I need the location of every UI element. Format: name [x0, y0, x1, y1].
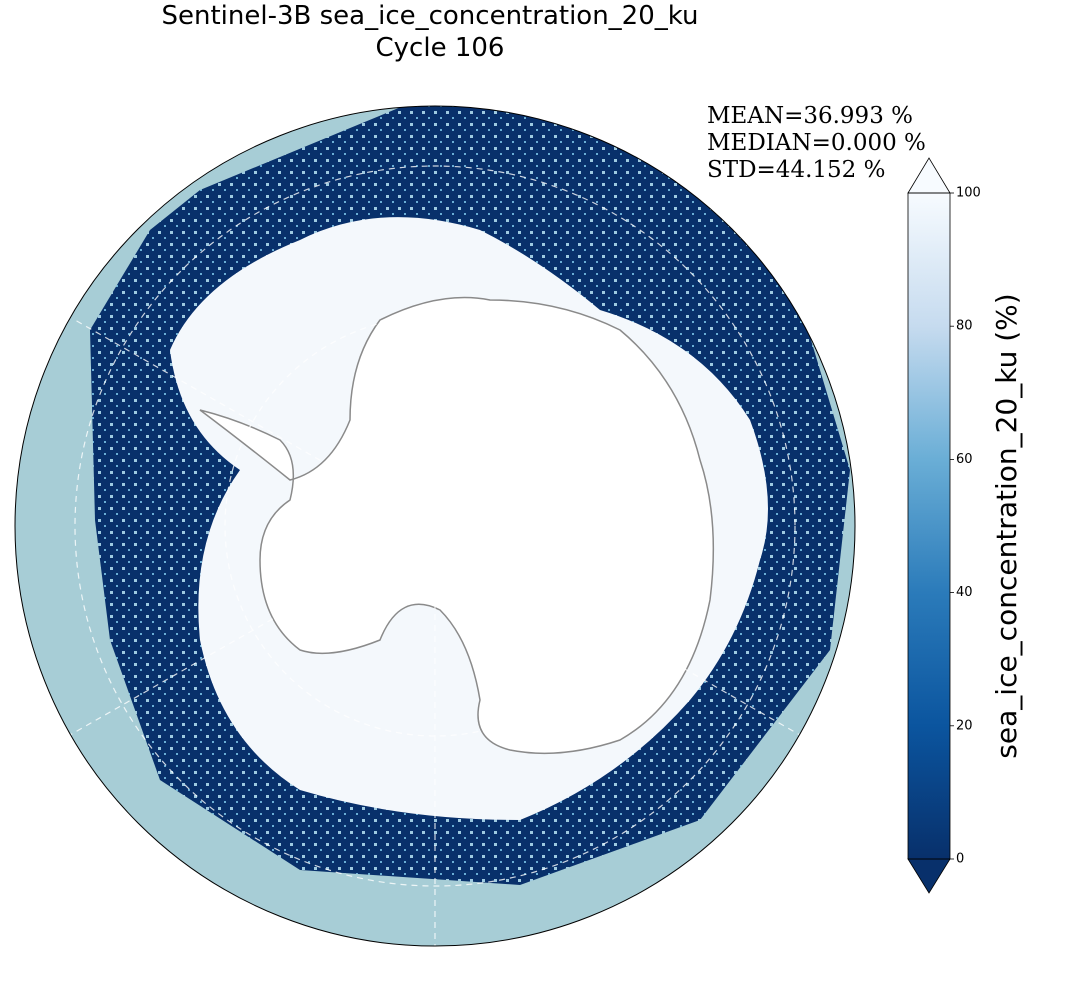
- subtitle: Cycle 106: [376, 33, 505, 63]
- colorbar-tick-label: 100: [956, 186, 981, 201]
- stat-median: MEDIAN=0.000 %: [707, 130, 926, 156]
- graticule: [69, 165, 801, 946]
- map-border: [14, 105, 856, 947]
- colorbar-tick-label: 40: [956, 585, 973, 600]
- colorbar-extend-min: [907, 858, 951, 894]
- colorbar-body: [908, 193, 950, 859]
- map: [15, 106, 855, 946]
- title: Sentinel-3B sea_ice_concentration_20_ku: [162, 1, 699, 31]
- stat-mean: MEAN=36.993 %: [707, 103, 913, 129]
- stat-std: STD=44.152 %: [707, 157, 885, 183]
- colorbar-label: sea_ice_concentration_20_ku (%): [990, 293, 1023, 758]
- colorbar-tick-label: 20: [956, 718, 973, 733]
- colorbar-tick-label: 0: [956, 852, 964, 867]
- colorbar-extend-max: [907, 157, 951, 194]
- colorbar-tick-label: 80: [956, 319, 973, 334]
- colorbar: [907, 157, 951, 894]
- colorbar-tick-label: 60: [956, 452, 973, 467]
- antarctica: [199, 296, 715, 755]
- colorbar-frame: [907, 192, 951, 860]
